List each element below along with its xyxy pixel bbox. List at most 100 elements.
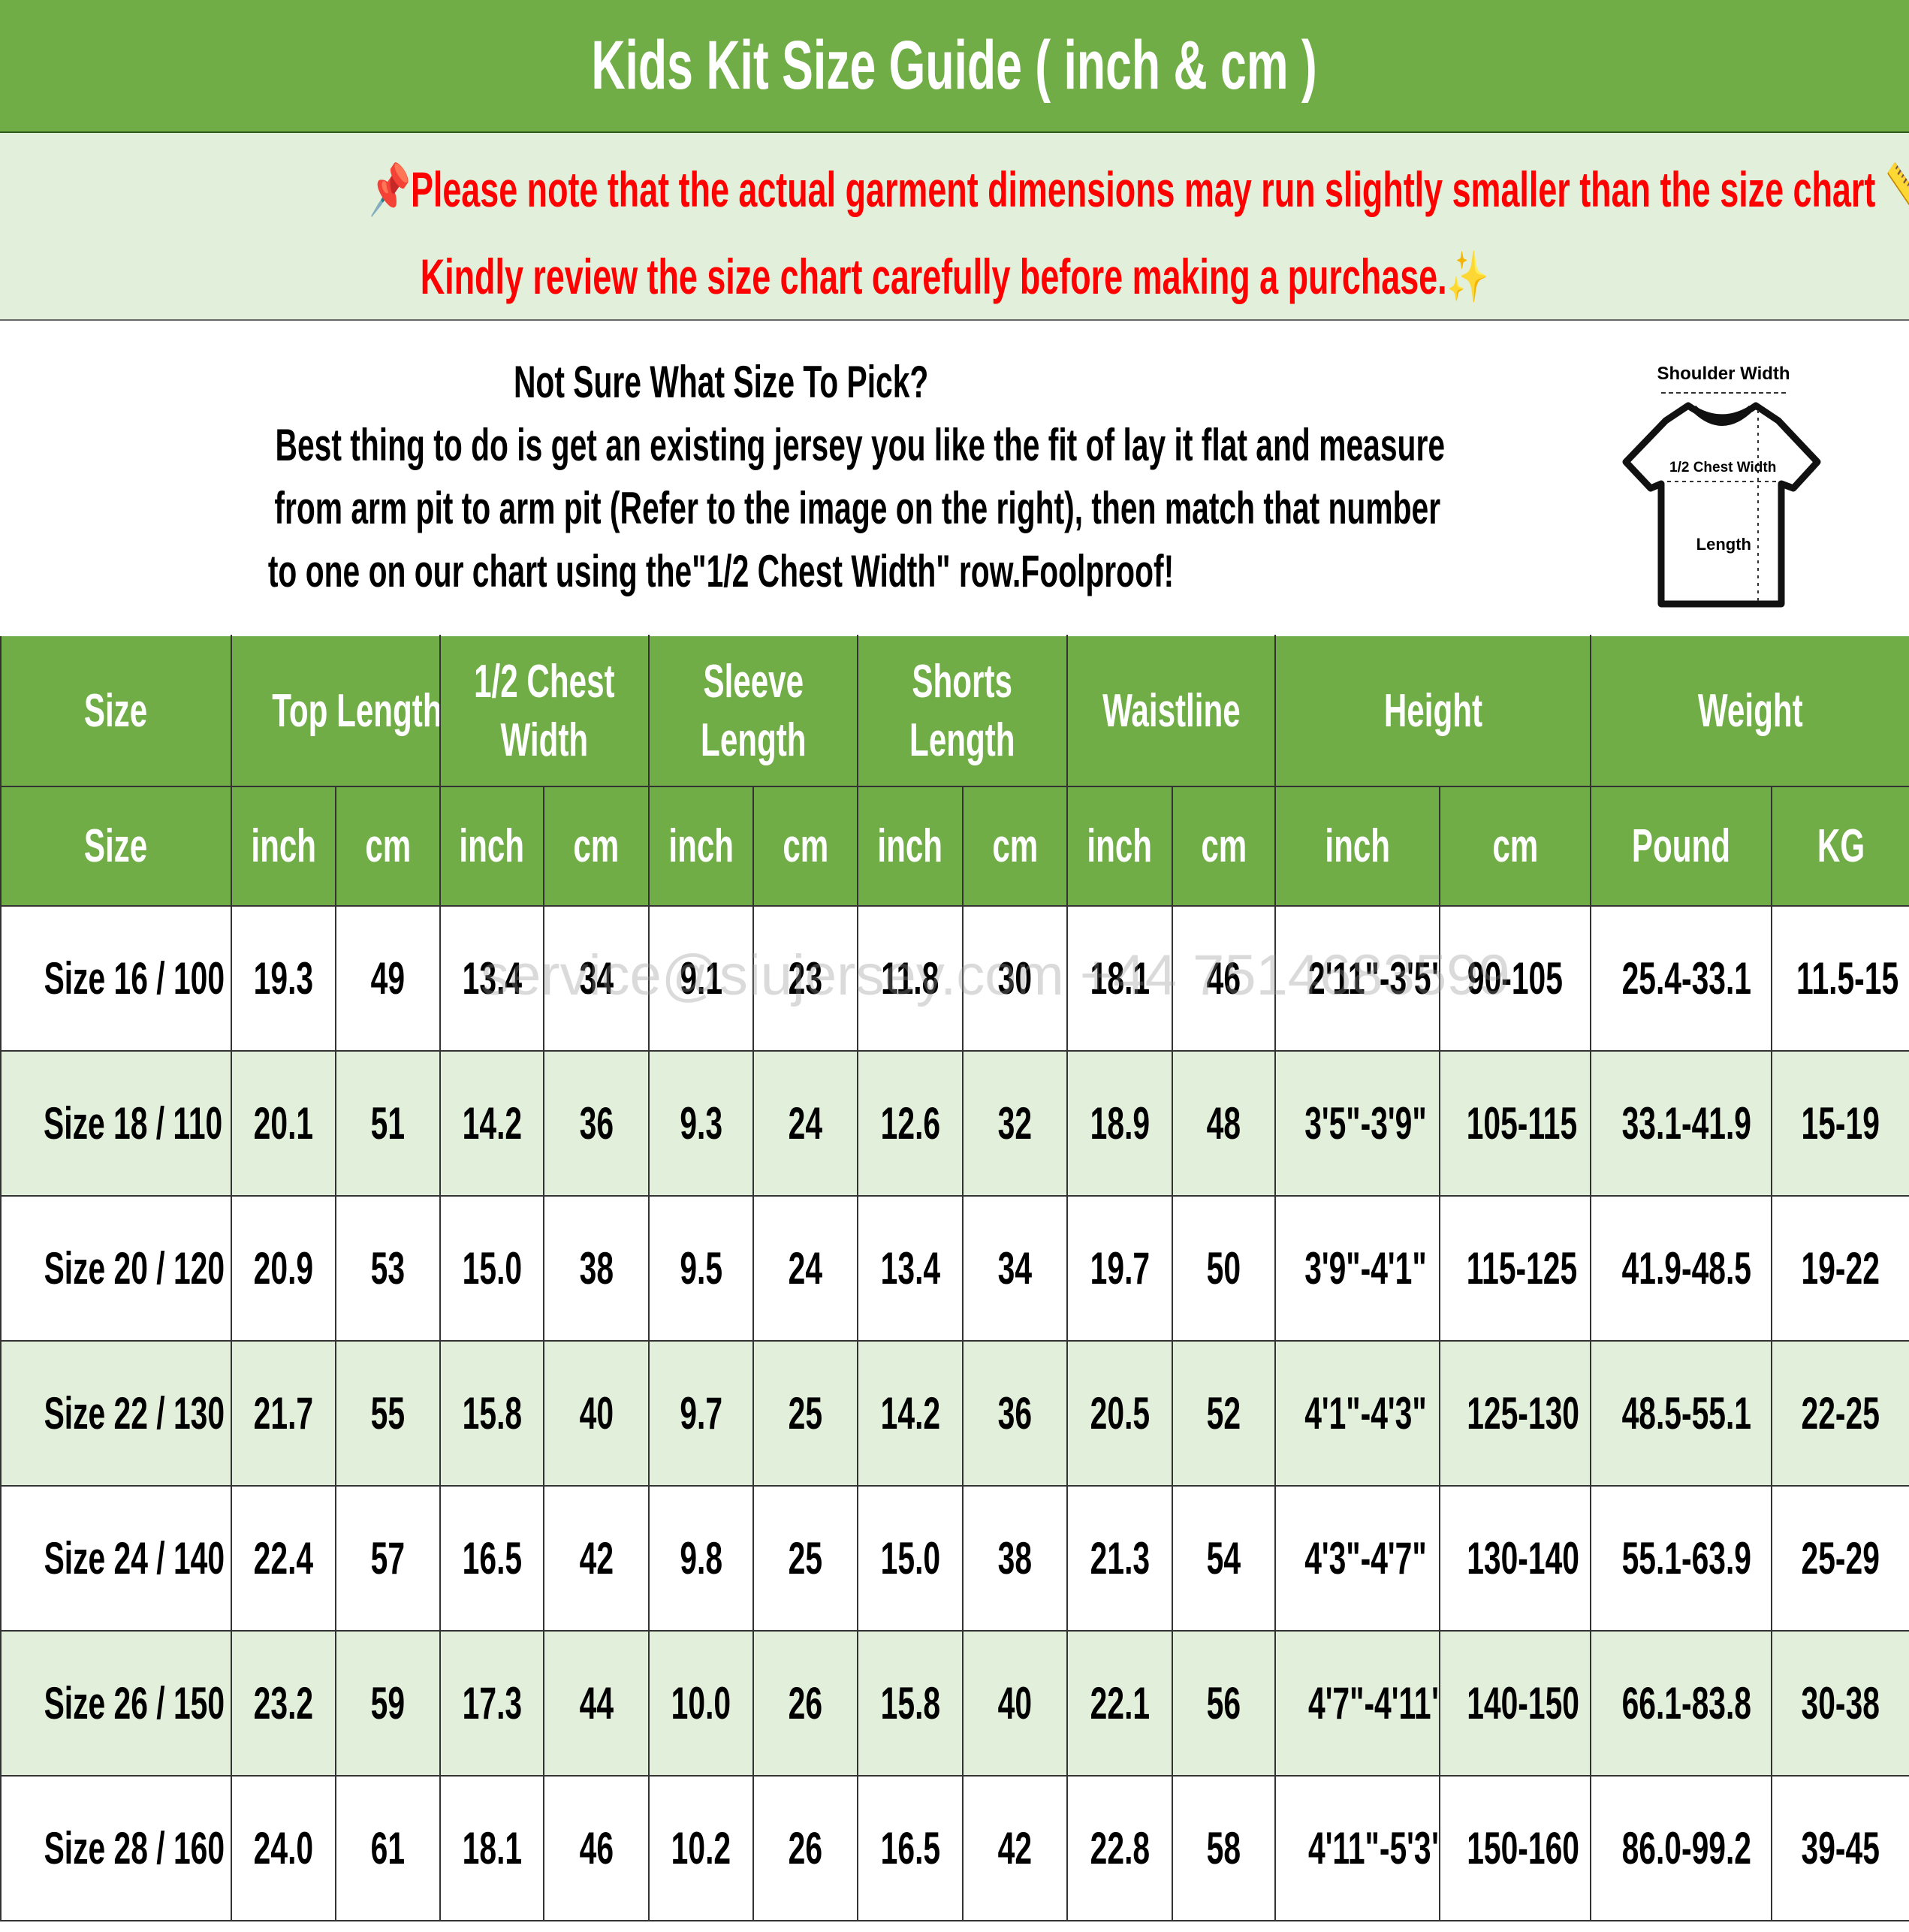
cell-value: 36 [997,1388,1033,1438]
unit-header-text: KG [1817,820,1865,872]
group-header: 1/2 Chest Width [439,635,650,787]
cell-value: 15.0 [462,1243,522,1294]
unit-header-text: inch [877,820,943,872]
table-cell: 38 [543,1195,650,1342]
table-cell: 15-19 [1771,1050,1909,1197]
table-cell: 125-130 [1439,1340,1592,1487]
table-cell: 86.0-99.2 [1590,1775,1773,1921]
table-cell: Size 28 / 160 [0,1775,232,1921]
cell-value: 48 [1206,1098,1241,1149]
table-cell: 33.1-41.9 [1590,1050,1773,1197]
table-cell: 48.5-55.1 [1590,1340,1773,1487]
note-line-1: 📌Please note that the actual garment dim… [369,162,1909,217]
table-cell: 4'3"-4'7" [1274,1485,1441,1632]
fit-advice: Not Sure What Size To Pick? Best thing t… [0,321,1909,635]
table-cell: 15.8 [857,1630,964,1777]
table-row: Size 18 / 110 20.1 51 14.2 36 9.3 24 12.6 32 18.9… [0,1050,1909,1197]
cell-value: 42 [997,1823,1033,1873]
cell-value: 57 [370,1533,406,1583]
group-header-text: Length [700,714,807,766]
cell-value: 24 [788,1098,823,1149]
cell-value: Size 20 / 120 [44,1243,225,1294]
table-cell: 57 [334,1485,442,1632]
cell-value: 3'9"-4'1" [1304,1243,1427,1294]
cell-value: 16.5 [880,1823,940,1873]
cell-value: 9.8 [680,1533,722,1583]
cell-value: Size 18 / 110 [44,1098,223,1149]
unit-header: Pound [1590,786,1773,907]
cell-value: 19-22 [1801,1243,1880,1294]
group-header: Shorts Length [857,635,1069,787]
unit-header-text: cm [365,820,411,872]
unit-header: inch [1066,786,1174,907]
cell-value: 19.7 [1090,1243,1150,1294]
cell-value: 25 [788,1533,823,1583]
unit-header-row: Size inch cm inch cm inch cm inch cm inch cm inch cm… [0,786,1909,907]
table-cell: 22-25 [1771,1340,1909,1487]
unit-header: inch [648,786,755,907]
unit-header-text: inch [459,820,525,872]
table-cell: 30 [962,905,1069,1052]
table-cell: 13.4 [857,1195,964,1342]
unit-header: cm [752,786,859,907]
cell-value: 22.4 [253,1533,314,1583]
cell-value: 40 [997,1678,1033,1728]
unit-header-text: inch [251,820,316,872]
table-cell: 13.4 [439,905,545,1052]
cell-value: 22.8 [1090,1823,1150,1873]
cell-value: 19.3 [253,953,314,1004]
table-cell: 17.3 [439,1630,545,1777]
unit-header: cm [962,786,1069,907]
table-cell: 9.1 [648,905,755,1052]
table-row: Size 28 / 160 24.0 61 18.1 46 10.2 26 16.5 42 22.… [0,1775,1909,1921]
table-cell: 48 [1172,1050,1277,1197]
table-cell: 61 [334,1775,442,1921]
cell-value: 23.2 [253,1678,314,1728]
cell-value: 86.0-99.2 [1621,1823,1752,1873]
table-cell: 42 [543,1485,650,1632]
table-cell: 130-140 [1439,1485,1592,1632]
table-cell: 25.4-33.1 [1590,905,1773,1052]
cell-value: 140-150 [1467,1678,1580,1728]
cell-value: 49 [370,953,406,1004]
cell-value: 4'3"-4'7" [1304,1533,1427,1583]
cell-value: 20.9 [253,1243,314,1294]
cell-value: 15.8 [462,1388,522,1438]
group-header: Weight [1590,635,1909,787]
cell-value: 16.5 [462,1533,522,1583]
cell-value: 9.7 [680,1388,722,1438]
table-cell: 58 [1172,1775,1277,1921]
cell-value: 39-45 [1801,1823,1880,1873]
cell-value: Size 26 / 150 [44,1678,225,1728]
cell-value: 4'7"-4'11" [1308,1678,1440,1728]
cell-value: 22-25 [1801,1388,1880,1438]
cell-value: 24 [788,1243,823,1294]
table-cell: 19.7 [1066,1195,1174,1342]
table-cell: 25 [752,1340,859,1487]
cell-value: 150-160 [1467,1823,1580,1873]
table-cell: Size 20 / 120 [0,1195,232,1342]
cell-value: 26 [788,1823,823,1873]
table-cell: 50 [1172,1195,1277,1342]
table-cell: 23 [752,905,859,1052]
cell-value: 90-105 [1467,953,1564,1004]
unit-header: cm [334,786,442,907]
cell-value: 51 [370,1098,406,1149]
table-cell: 15.0 [439,1195,545,1342]
table-cell: 19-22 [1771,1195,1909,1342]
cell-value: 9.3 [680,1098,722,1149]
table-cell: 14.2 [439,1050,545,1197]
cell-value: 50 [1206,1243,1241,1294]
cell-value: 4'1"-4'3" [1304,1388,1427,1438]
table-cell: Size 24 / 140 [0,1485,232,1632]
table-cell: 53 [334,1195,442,1342]
table-cell: 14.2 [857,1340,964,1487]
table-cell: 4'7"-4'11" [1274,1630,1441,1777]
group-header-text: Height [1383,684,1482,737]
cell-value: 36 [579,1098,614,1149]
table-cell: Size 16 / 100 [0,905,232,1052]
table-cell: 36 [962,1340,1069,1487]
table-cell: Size 18 / 110 [0,1050,232,1197]
cell-value: 25-29 [1801,1533,1880,1583]
table-cell: 46 [1172,905,1277,1052]
